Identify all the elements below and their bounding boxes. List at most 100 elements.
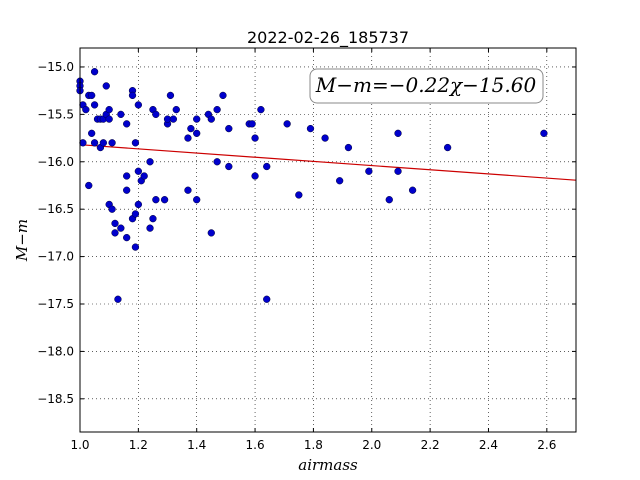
fit-line-segment (79, 144, 577, 181)
data-point (321, 134, 329, 142)
y-tick-label: −18.5 (37, 392, 74, 406)
data-point (540, 129, 548, 137)
data-point (225, 162, 233, 171)
data-point (114, 295, 122, 303)
data-point (117, 110, 125, 119)
x-tick-label: 1.4 (187, 438, 206, 452)
data-point (111, 219, 119, 228)
data-point (184, 186, 192, 194)
y-tick-label: −15.5 (37, 107, 74, 121)
x-tick-label: 2.0 (362, 438, 381, 452)
x-tick-label: 2.4 (479, 438, 498, 452)
data-point (108, 205, 116, 213)
data-point (193, 196, 201, 204)
data-point (166, 91, 175, 100)
data-point (152, 196, 160, 204)
y-tick-label: −17.5 (37, 297, 74, 311)
data-point (123, 172, 131, 180)
chart-title: 2022-02-26_185737 (247, 28, 409, 48)
x-axis-label: airmass (298, 456, 358, 474)
x-axis-ticks: 1.0 1.2 1.4 1.6 1.8 2.0 2.2 2.4 2.6 (70, 48, 556, 452)
data-point (207, 115, 215, 123)
data-point (134, 167, 143, 175)
data-point (193, 129, 201, 137)
grid-lines (79, 48, 576, 432)
data-point (251, 172, 259, 180)
y-tick-label: −17.0 (37, 250, 74, 264)
data-point (172, 105, 180, 114)
data-point (213, 158, 221, 166)
data-point (295, 191, 303, 199)
data-point (213, 105, 221, 114)
data-point (160, 196, 169, 204)
y-axis-ticks: −15.0 −15.5 −16.0 −16.5 −17.0 −17.5 −18.0 −18.5 (37, 60, 576, 406)
x-tick-label: 1.8 (304, 438, 323, 452)
data-point (207, 229, 215, 237)
data-point (102, 82, 110, 90)
x-tick-label: 2.2 (421, 438, 440, 452)
y-tick-label: −18.0 (37, 344, 74, 358)
data-point (131, 139, 140, 147)
data-point (79, 139, 87, 147)
data-point (146, 224, 154, 232)
data-point (123, 233, 131, 242)
data-point (152, 110, 160, 119)
data-point (117, 224, 125, 232)
data-point (88, 129, 96, 137)
data-point (123, 120, 131, 128)
data-points (76, 68, 548, 303)
data-point (146, 158, 154, 166)
y-tick-label: −16.5 (37, 202, 74, 216)
data-point (187, 124, 195, 133)
data-point (251, 134, 259, 142)
data-point (263, 162, 271, 171)
data-point (263, 295, 271, 303)
data-point (336, 177, 344, 185)
data-point (131, 243, 140, 251)
data-point (134, 200, 143, 209)
x-tick-label: 1.6 (246, 438, 265, 452)
data-point (193, 115, 201, 123)
data-point (131, 210, 140, 218)
annotation-text: M−m=−0.22χ−15.60 (315, 73, 537, 97)
data-point (123, 186, 131, 194)
data-point (184, 134, 192, 142)
data-point (140, 172, 148, 180)
x-tick-label: 1.2 (129, 438, 148, 452)
data-point (283, 120, 291, 128)
plot-area (79, 47, 577, 433)
y-tick-label: −15.0 (37, 60, 74, 74)
data-point (365, 167, 373, 175)
data-point (306, 124, 315, 133)
data-point (82, 105, 90, 114)
annotation-box (309, 68, 544, 104)
data-point (111, 229, 119, 237)
data-point (248, 120, 256, 128)
data-point (225, 124, 233, 133)
data-point (90, 101, 99, 109)
data-point (90, 139, 99, 147)
data-point (394, 167, 402, 175)
data-point (85, 181, 93, 190)
data-point (394, 129, 402, 137)
data-point (90, 68, 99, 76)
data-point (385, 196, 393, 204)
data-point (128, 91, 137, 100)
data-point (443, 143, 452, 152)
data-point (88, 91, 96, 100)
data-point (108, 139, 116, 147)
data-point (134, 101, 143, 109)
data-point (169, 115, 178, 123)
y-axis-label: M−m (13, 219, 31, 262)
data-point (408, 186, 417, 194)
fit-line (79, 144, 577, 181)
data-point (105, 105, 113, 114)
data-point (149, 215, 157, 223)
x-tick-label: 1.0 (70, 438, 89, 452)
data-point (105, 115, 113, 123)
data-point (99, 139, 107, 147)
data-point (219, 91, 227, 100)
x-tick-label: 2.6 (537, 438, 556, 452)
data-point (257, 105, 265, 114)
